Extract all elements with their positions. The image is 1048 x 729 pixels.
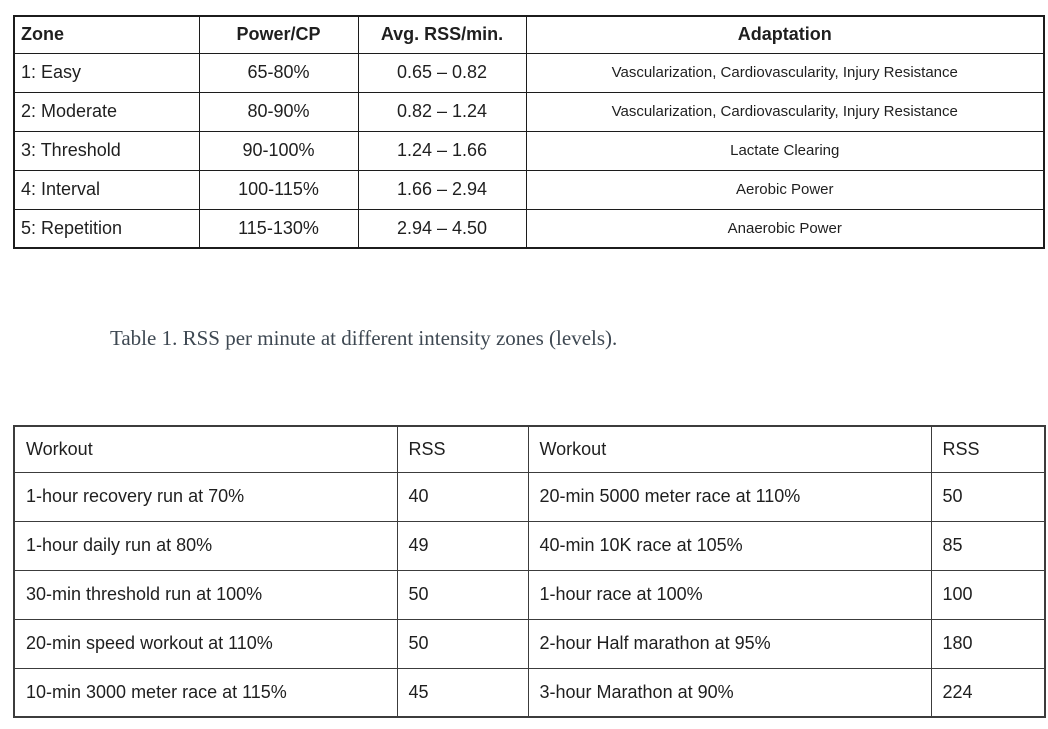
rss-cell: 100	[930, 569, 1046, 620]
workout-cell: 40-min 10K race at 105%	[527, 520, 932, 571]
zone-cell: 2: Moderate	[13, 91, 200, 132]
workout-table: Workout RSS Workout RSS 1-hour recovery …	[13, 425, 1046, 718]
rss-cell: 85	[930, 520, 1046, 571]
table-row: 5: Repetition 115-130% 2.94 – 4.50 Anaer…	[13, 208, 1045, 249]
zone-table-header-row: Zone Power/CP Avg. RSS/min. Adaptation	[13, 15, 1045, 54]
workout-table-header-row: Workout RSS Workout RSS	[13, 425, 1046, 473]
zone-cell: 4: Interval	[13, 169, 200, 210]
adaptation-cell: Anaerobic Power	[525, 208, 1045, 249]
table-row: 1: Easy 65-80% 0.65 – 0.82 Vascularizati…	[13, 52, 1045, 93]
zone-cell: 1: Easy	[13, 52, 200, 93]
table-caption: Table 1. RSS per minute at different int…	[110, 326, 618, 350]
table-row: 10-min 3000 meter race at 115% 45 3-hour…	[13, 667, 1046, 718]
rss-cell: 49	[396, 520, 529, 571]
rss-range-cell: 1.24 – 1.66	[357, 130, 527, 171]
rss-cell: 180	[930, 618, 1046, 669]
power-cell: 65-80%	[198, 52, 359, 93]
workout-cell: 20-min speed workout at 110%	[13, 618, 398, 669]
workout-cell: 30-min threshold run at 100%	[13, 569, 398, 620]
rss-range-cell: 2.94 – 4.50	[357, 208, 527, 249]
zone-cell: 5: Repetition	[13, 208, 200, 249]
rss-cell: 50	[396, 569, 529, 620]
power-cell: 90-100%	[198, 130, 359, 171]
workout-cell: 2-hour Half marathon at 95%	[527, 618, 932, 669]
adaptation-cell: Aerobic Power	[525, 169, 1045, 210]
table-row: 1-hour recovery run at 70% 40 20-min 500…	[13, 471, 1046, 522]
table-row: 1-hour daily run at 80% 49 40-min 10K ra…	[13, 520, 1046, 571]
workout-table-header-workout-left: Workout	[13, 425, 398, 473]
workout-cell: 10-min 3000 meter race at 115%	[13, 667, 398, 718]
zone-table-container: Zone Power/CP Avg. RSS/min. Adaptation 1…	[13, 15, 1045, 249]
zone-table-header-zone: Zone	[13, 15, 200, 54]
table-row: 4: Interval 100-115% 1.66 – 2.94 Aerobic…	[13, 169, 1045, 210]
power-cell: 80-90%	[198, 91, 359, 132]
workout-table-header-rss-right: RSS	[930, 425, 1046, 473]
workout-cell: 1-hour daily run at 80%	[13, 520, 398, 571]
workout-cell: 1-hour recovery run at 70%	[13, 471, 398, 522]
power-cell: 100-115%	[198, 169, 359, 210]
workout-table-container: Workout RSS Workout RSS 1-hour recovery …	[13, 425, 1046, 718]
table-row: 3: Threshold 90-100% 1.24 – 1.66 Lactate…	[13, 130, 1045, 171]
power-cell: 115-130%	[198, 208, 359, 249]
rss-range-cell: 0.65 – 0.82	[357, 52, 527, 93]
adaptation-cell: Lactate Clearing	[525, 130, 1045, 171]
workout-table-header-workout-right: Workout	[527, 425, 932, 473]
rss-cell: 50	[396, 618, 529, 669]
rss-cell: 40	[396, 471, 529, 522]
rss-cell: 45	[396, 667, 529, 718]
workout-cell: 3-hour Marathon at 90%	[527, 667, 932, 718]
workout-table-header-rss-left: RSS	[396, 425, 529, 473]
adaptation-cell: Vascularization, Cardiovascularity, Inju…	[525, 91, 1045, 132]
zone-table-header-adaptation: Adaptation	[525, 15, 1045, 54]
zone-table-header-rss: Avg. RSS/min.	[357, 15, 527, 54]
table-row: 2: Moderate 80-90% 0.82 – 1.24 Vasculari…	[13, 91, 1045, 132]
rss-range-cell: 1.66 – 2.94	[357, 169, 527, 210]
workout-cell: 1-hour race at 100%	[527, 569, 932, 620]
workout-cell: 20-min 5000 meter race at 110%	[527, 471, 932, 522]
table-row: 30-min threshold run at 100% 50 1-hour r…	[13, 569, 1046, 620]
rss-cell: 224	[930, 667, 1046, 718]
zone-table-header-power: Power/CP	[198, 15, 359, 54]
zone-table: Zone Power/CP Avg. RSS/min. Adaptation 1…	[13, 15, 1045, 249]
rss-range-cell: 0.82 – 1.24	[357, 91, 527, 132]
table-row: 20-min speed workout at 110% 50 2-hour H…	[13, 618, 1046, 669]
rss-cell: 50	[930, 471, 1046, 522]
zone-cell: 3: Threshold	[13, 130, 200, 171]
adaptation-cell: Vascularization, Cardiovascularity, Inju…	[525, 52, 1045, 93]
